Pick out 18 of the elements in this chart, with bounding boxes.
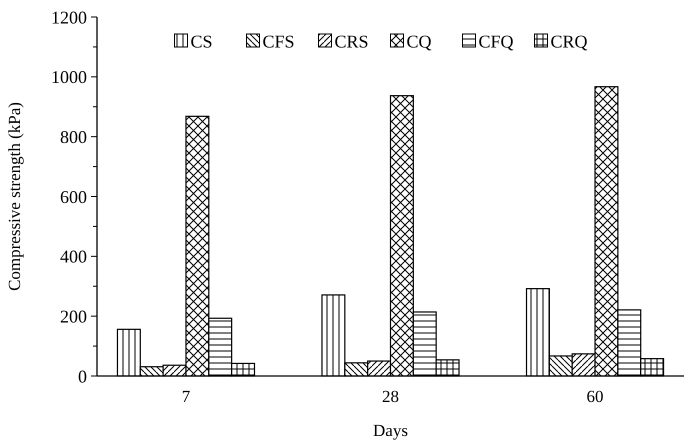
- y-tick-label: 200: [60, 306, 87, 326]
- y-axis-title: Compressive strength (kPa): [5, 102, 24, 291]
- legend-label: CRS: [334, 31, 369, 52]
- x-tick-label: 28: [382, 387, 399, 406]
- legend-label: CQ: [406, 31, 432, 52]
- x-tick-label: 60: [586, 387, 604, 406]
- x-tick-label: 7: [182, 387, 191, 406]
- y-tick-label: 0: [78, 366, 87, 386]
- y-tick-label: 400: [60, 246, 87, 267]
- y-tick-label: 600: [60, 186, 87, 207]
- y-tick-label: 1000: [51, 67, 87, 88]
- y-tick-label: 800: [60, 126, 87, 147]
- legend-label: CFQ: [478, 31, 514, 52]
- y-tick-label: 1200: [51, 7, 87, 28]
- legend-label: CFS: [262, 31, 295, 52]
- x-axis-title: Days: [373, 421, 408, 440]
- legend-label: CS: [190, 31, 213, 52]
- legend-label: CRQ: [550, 31, 588, 52]
